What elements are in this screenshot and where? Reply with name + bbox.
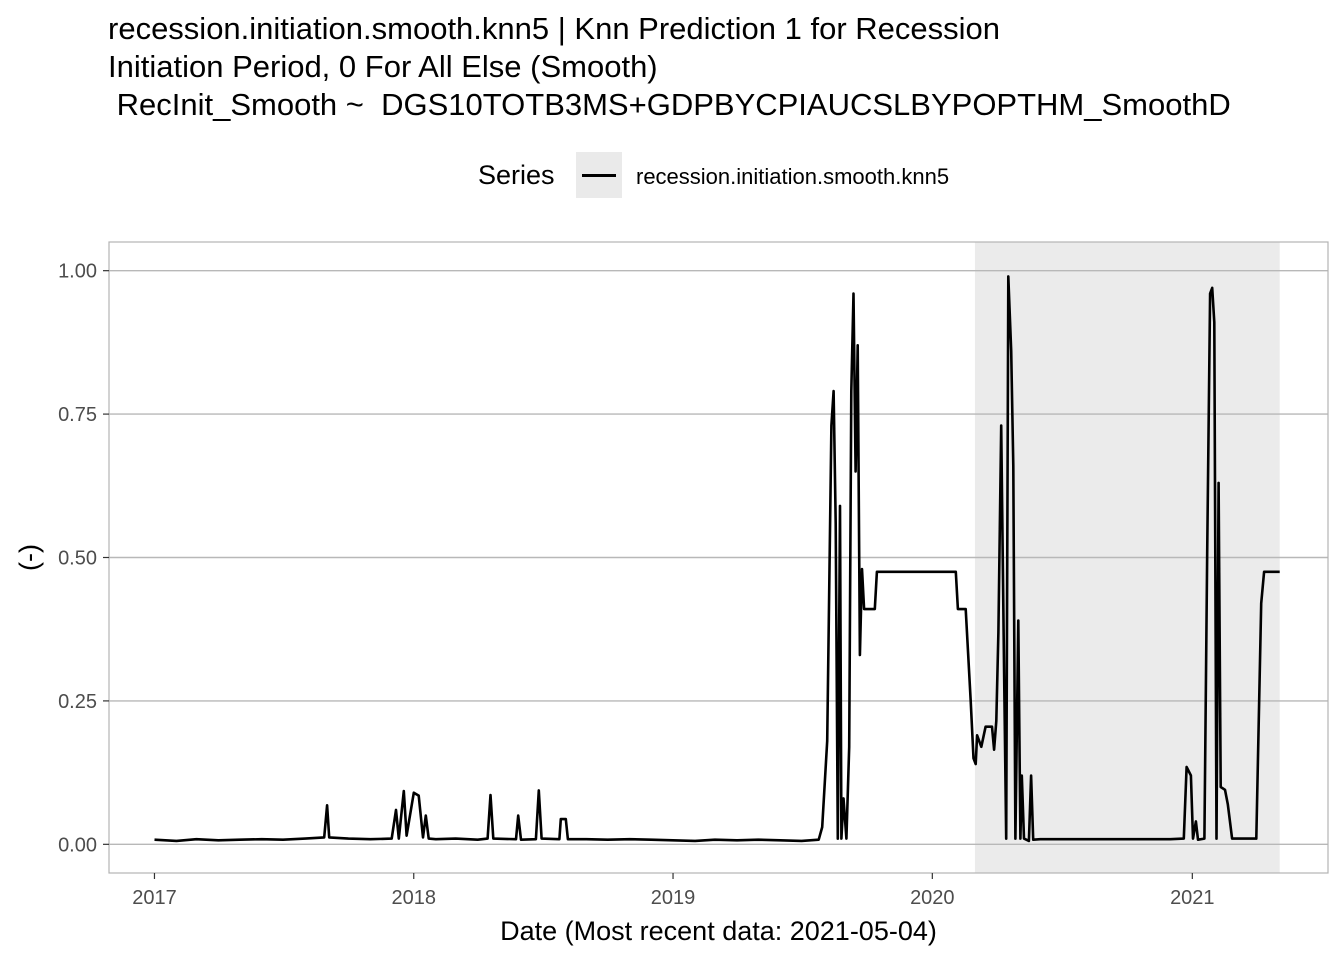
series-line	[154, 275, 1280, 843]
x-tick-label: 2017	[132, 887, 177, 909]
legend: Series recession.initiation.smooth.knn5	[0, 150, 1344, 200]
legend-title: Series	[478, 160, 555, 190]
chart-title-line-1: recession.initiation.smooth.knn5 | Knn P…	[108, 11, 1001, 46]
chart-title-line-3: RecInit_Smooth ~ DGS10TOTB3MS+GDPBYCPIAU…	[108, 87, 1231, 122]
x-axis-title: Date (Most recent data: 2021-05-04)	[500, 916, 937, 946]
x-tick-label: 2021	[1170, 887, 1215, 909]
x-tick-label: 2019	[651, 887, 696, 909]
chart-title-line-2: Initiation Period, 0 For All Else (Smoot…	[108, 49, 658, 84]
y-tick-label: 0.00	[58, 834, 97, 856]
y-axis-title: (-)	[14, 544, 44, 571]
x-tick-label: 2020	[910, 887, 955, 909]
legend-label: recession.initiation.smooth.knn5	[636, 164, 950, 189]
x-tick-label: 2018	[392, 887, 437, 909]
legend-key	[576, 152, 622, 198]
y-tick-label: 0.50	[58, 548, 97, 570]
y-tick-label: 1.00	[58, 261, 97, 283]
y-tick-label: 0.25	[58, 691, 97, 713]
chart-title: recession.initiation.smooth.knn5 | Knn P…	[108, 10, 1344, 124]
legend-key-line	[582, 174, 616, 177]
y-tick-label: 0.75	[58, 404, 97, 426]
